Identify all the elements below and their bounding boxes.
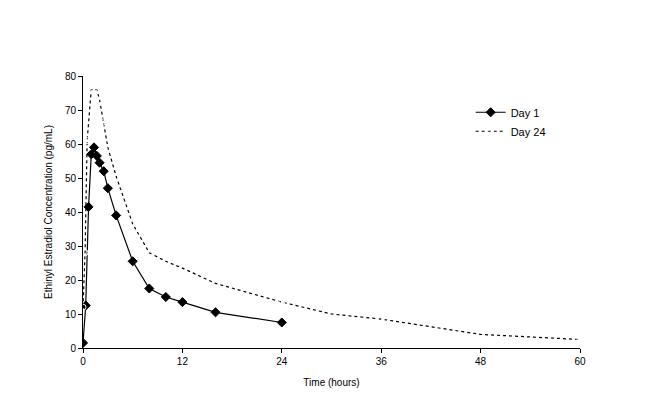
svg-text:36: 36 (376, 356, 388, 367)
svg-text:12: 12 (177, 356, 189, 367)
svg-text:60: 60 (574, 356, 586, 367)
svg-text:20: 20 (65, 275, 77, 286)
svg-text:30: 30 (65, 241, 77, 252)
svg-text:80: 80 (65, 71, 77, 82)
svg-text:Day 1: Day 1 (511, 107, 540, 119)
svg-text:48: 48 (475, 356, 487, 367)
svg-text:0: 0 (80, 356, 86, 367)
svg-text:0: 0 (70, 343, 76, 354)
svg-text:Day 24: Day 24 (511, 126, 546, 138)
svg-text:40: 40 (65, 207, 77, 218)
svg-text:Ethinyl Estradiol Concentratio: Ethinyl Estradiol Concentration (pg/mL) (43, 125, 54, 299)
svg-text:50: 50 (65, 173, 77, 184)
svg-text:Time (hours): Time (hours) (303, 377, 359, 388)
svg-text:60: 60 (65, 139, 77, 150)
svg-text:70: 70 (65, 105, 77, 116)
svg-text:10: 10 (65, 309, 77, 320)
svg-text:24: 24 (276, 356, 288, 367)
